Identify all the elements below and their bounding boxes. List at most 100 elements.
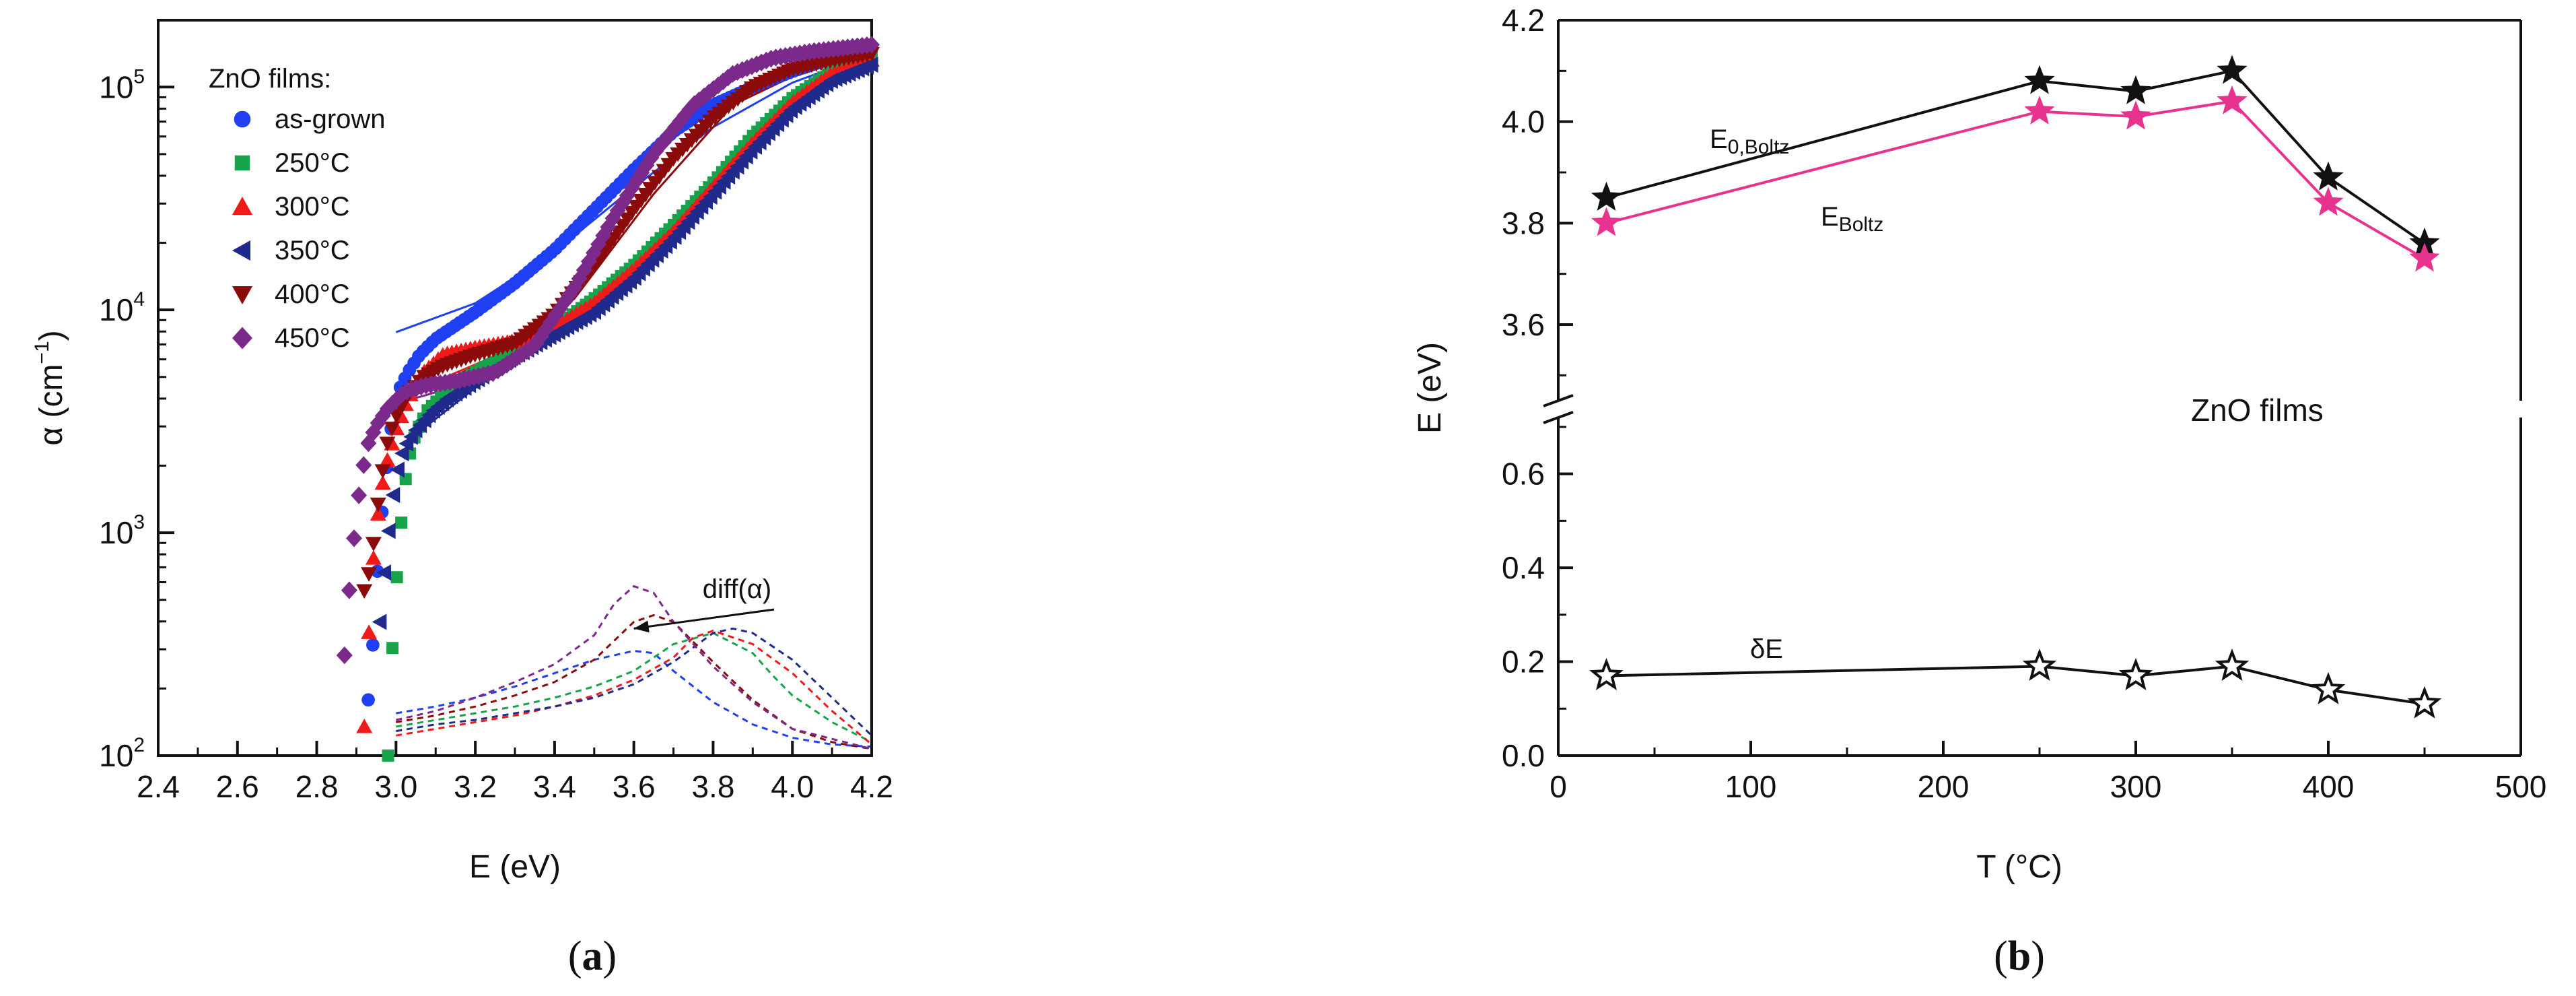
x-tick-label-a: 4.2 [850, 769, 893, 804]
data-point-star [2022, 648, 2057, 681]
x-tick-label-a: 2.6 [216, 769, 259, 804]
legend-label: 450°C [275, 323, 350, 353]
data-point [715, 72, 732, 91]
x-tick-label-b: 300 [2110, 769, 2162, 804]
data-point [336, 646, 353, 665]
series-line [1606, 665, 2425, 706]
legend-label: 400°C [275, 279, 350, 309]
legend-marker [232, 327, 252, 350]
data-point-star [2313, 187, 2344, 216]
legend-a: ZnO films: as-grown 250°C 300°C 350°C 400°C 4… [209, 64, 386, 353]
y-tick-label-lower-b: 0.0 [1502, 738, 1545, 773]
data-point [365, 537, 382, 552]
chart-panel-b: 0 100 200 300 400 500 3.6 3.8 4.0 4.2 0.0 0.2 0.4 0.… [1412, 3, 2546, 979]
data-point [667, 118, 684, 137]
data-point [395, 517, 408, 529]
data-point-star [2118, 657, 2153, 690]
series-line [1606, 100, 2426, 260]
data-point-star [2024, 65, 2055, 94]
x-axis-label-a: E (eV) [469, 849, 561, 885]
y-axis-label-a: α (cm−1) [31, 330, 69, 445]
data-point [676, 106, 693, 125]
data-point-star [1591, 207, 1622, 236]
y-tick-label-lower-b: 0.6 [1502, 457, 1545, 492]
data-point [864, 36, 880, 54]
data-point [394, 445, 409, 462]
x-tick-label-a: 2.8 [295, 769, 339, 804]
legend-label: 250°C [275, 148, 350, 178]
data-point [361, 567, 378, 582]
y-tick-label-upper-b: 4.2 [1502, 3, 1545, 38]
legend-marker [232, 286, 252, 304]
y-tick-label-a: 102 [99, 734, 145, 773]
data-point-star [2215, 648, 2250, 681]
y-tick-label-upper-b: 4.0 [1502, 104, 1545, 139]
data-point [365, 550, 382, 565]
data-point [381, 523, 396, 539]
y-axis-label-close: ) [34, 330, 69, 341]
data-point [700, 84, 717, 102]
y-tick-label-lower-b: 0.4 [1502, 550, 1545, 585]
legend-label: as-grown [275, 104, 386, 134]
data-point [385, 486, 401, 503]
data-point [356, 584, 373, 599]
data-point-star [1591, 181, 1622, 211]
data-point [386, 642, 399, 655]
data-point-star [2120, 100, 2151, 130]
diff-curves-a [395, 585, 873, 750]
y-axis-label-main: α (cm [34, 364, 69, 446]
legend-title: ZnO films: [209, 64, 331, 94]
series-lines-b [1605, 69, 2426, 706]
x-tick-label-b: 100 [1725, 769, 1777, 804]
diff-curve [396, 630, 872, 745]
y-tick-label-upper-b: 3.6 [1502, 307, 1545, 342]
data-point [374, 464, 391, 479]
x-tick-label-a: 3.2 [454, 769, 497, 804]
data-points-b [1589, 55, 2442, 719]
y-tick-label-a: 105 [99, 65, 145, 104]
chart-panel-a: 2.4 2.6 2.8 3.0 3.2 3.4 3.6 3.8 4.0 4.2 102 103 104… [31, 19, 893, 979]
x-tick-label-a: 3.0 [374, 769, 417, 804]
data-point-star [2313, 161, 2344, 191]
data-point [382, 750, 394, 762]
diff-curve [395, 585, 872, 750]
data-point [390, 571, 403, 584]
x-tick-label-a: 3.4 [533, 769, 576, 804]
series-label-delta-e: δE [1750, 634, 1783, 664]
y-axis-label-b: E (eV) [1412, 342, 1448, 434]
data-point [372, 613, 387, 630]
data-point [864, 57, 878, 73]
data-point [370, 413, 386, 432]
diff-curve [396, 632, 872, 743]
data-point [361, 693, 375, 707]
y-tick-label-a: 104 [99, 288, 145, 327]
x-tick-label-b: 0 [1550, 769, 1567, 804]
x-tick-label-a: 3.6 [613, 769, 656, 804]
data-point [374, 475, 391, 490]
data-point-star [2407, 686, 2442, 719]
data-point-star [2217, 55, 2248, 84]
x-tick-label-b: 500 [2495, 769, 2547, 804]
data-point-star [2409, 242, 2440, 272]
data-point-star [2120, 75, 2151, 104]
data-point [341, 581, 357, 599]
axes-b [1543, 19, 2522, 757]
x-tick-label-a: 3.8 [691, 769, 734, 804]
diff-curve [396, 627, 873, 737]
y-axis-label-exp: −1 [31, 341, 53, 364]
y-axis-b: 3.6 3.8 4.0 4.2 0.0 0.2 0.4 0.6 [1502, 3, 1573, 773]
data-point [374, 407, 391, 425]
panel-label-b: (b) [1994, 933, 2045, 979]
data-point [695, 88, 712, 106]
x-axis-label-b: T (°C) [1976, 849, 2062, 885]
data-point [379, 436, 396, 452]
diff-annotation: diff(α) [703, 574, 771, 604]
data-point [384, 422, 401, 436]
data-point [672, 112, 689, 131]
legend-marker [232, 197, 252, 215]
y-tick-label-a: 103 [99, 511, 145, 550]
data-point [356, 718, 373, 733]
annotation-zno-films: ZnO films [2191, 393, 2324, 428]
data-point [370, 497, 386, 512]
